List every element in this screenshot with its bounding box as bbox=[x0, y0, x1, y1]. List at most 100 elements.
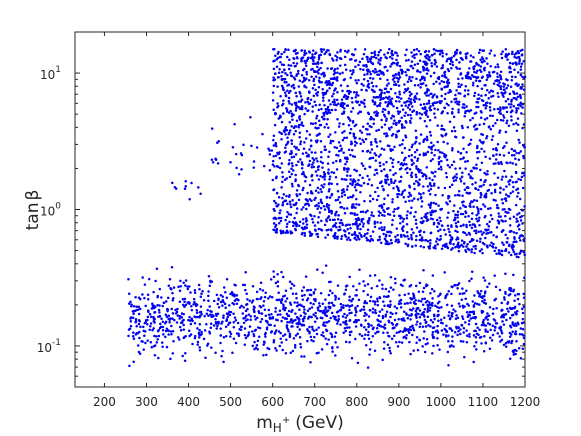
data-point bbox=[369, 194, 372, 197]
data-point bbox=[455, 89, 458, 92]
data-point bbox=[226, 312, 230, 315]
data-point bbox=[506, 236, 509, 240]
data-point bbox=[366, 60, 370, 64]
data-point bbox=[176, 307, 179, 311]
data-point bbox=[440, 329, 444, 332]
data-point bbox=[469, 175, 472, 178]
data-point bbox=[379, 221, 382, 225]
data-point bbox=[476, 156, 480, 160]
data-point bbox=[451, 335, 454, 338]
data-point bbox=[522, 251, 526, 254]
data-point bbox=[414, 284, 418, 288]
data-point bbox=[465, 105, 468, 108]
data-point bbox=[494, 246, 498, 249]
data-point bbox=[508, 316, 512, 320]
data-point bbox=[298, 220, 302, 224]
data-point bbox=[296, 56, 299, 60]
data-point bbox=[495, 148, 499, 152]
y-tick-label-exp: 0 bbox=[55, 202, 61, 212]
data-point bbox=[388, 55, 392, 59]
data-point bbox=[489, 65, 492, 68]
data-point bbox=[461, 157, 465, 160]
data-point bbox=[251, 330, 254, 333]
data-point bbox=[370, 61, 373, 64]
data-point bbox=[288, 220, 291, 224]
data-point bbox=[136, 308, 140, 311]
data-point bbox=[356, 100, 360, 104]
data-point bbox=[480, 323, 484, 327]
data-point bbox=[377, 54, 380, 57]
data-point bbox=[429, 211, 432, 214]
data-point bbox=[426, 54, 429, 57]
data-point bbox=[423, 308, 427, 311]
data-point bbox=[412, 48, 416, 52]
data-point bbox=[283, 151, 287, 154]
data-point bbox=[502, 316, 506, 319]
data-point bbox=[513, 253, 517, 256]
data-point bbox=[409, 318, 412, 321]
data-point bbox=[408, 75, 411, 79]
data-point bbox=[162, 301, 166, 304]
data-point bbox=[436, 49, 440, 53]
data-point bbox=[286, 142, 289, 145]
data-point bbox=[380, 226, 383, 229]
data-point bbox=[244, 270, 247, 274]
data-point bbox=[309, 145, 313, 148]
data-point bbox=[327, 49, 330, 52]
data-point bbox=[400, 116, 403, 119]
data-point bbox=[366, 220, 370, 224]
data-point bbox=[333, 317, 336, 320]
data-point bbox=[301, 218, 305, 221]
data-point bbox=[176, 336, 180, 339]
data-point bbox=[423, 76, 426, 79]
data-point bbox=[292, 133, 296, 136]
data-point bbox=[479, 230, 483, 233]
data-point bbox=[355, 81, 359, 85]
data-point bbox=[413, 56, 416, 59]
data-point bbox=[477, 333, 480, 337]
data-point bbox=[330, 182, 334, 186]
data-point bbox=[351, 297, 355, 301]
data-point bbox=[426, 342, 429, 345]
data-point bbox=[463, 355, 466, 359]
data-point bbox=[466, 302, 469, 306]
data-point bbox=[362, 305, 366, 308]
data-point bbox=[295, 163, 298, 167]
data-point bbox=[447, 314, 450, 318]
data-point bbox=[481, 296, 484, 300]
data-point bbox=[501, 320, 504, 323]
data-point bbox=[478, 240, 482, 243]
data-point bbox=[384, 174, 387, 178]
data-point bbox=[471, 300, 475, 303]
data-point bbox=[147, 277, 151, 281]
data-point bbox=[520, 333, 524, 336]
data-point bbox=[376, 297, 379, 300]
data-point bbox=[221, 304, 224, 307]
data-point bbox=[390, 49, 394, 53]
data-point bbox=[485, 116, 489, 120]
data-point bbox=[451, 149, 454, 152]
data-point bbox=[322, 71, 325, 75]
data-point bbox=[285, 225, 289, 229]
data-point bbox=[489, 49, 493, 52]
data-point bbox=[219, 334, 223, 337]
data-point bbox=[361, 225, 365, 228]
data-point bbox=[282, 193, 286, 196]
data-point bbox=[127, 302, 131, 305]
data-point bbox=[398, 75, 402, 79]
data-point bbox=[316, 235, 320, 238]
data-point bbox=[300, 289, 304, 292]
data-point bbox=[413, 187, 416, 191]
data-point bbox=[210, 346, 213, 349]
data-point bbox=[509, 85, 513, 88]
data-point bbox=[479, 178, 483, 182]
data-point bbox=[502, 85, 505, 88]
data-point bbox=[359, 191, 362, 194]
data-point bbox=[315, 328, 318, 331]
data-point bbox=[278, 68, 281, 71]
data-point bbox=[434, 202, 438, 206]
data-point bbox=[286, 73, 289, 77]
data-point bbox=[188, 197, 191, 201]
data-point bbox=[397, 160, 400, 164]
data-point bbox=[495, 322, 499, 325]
